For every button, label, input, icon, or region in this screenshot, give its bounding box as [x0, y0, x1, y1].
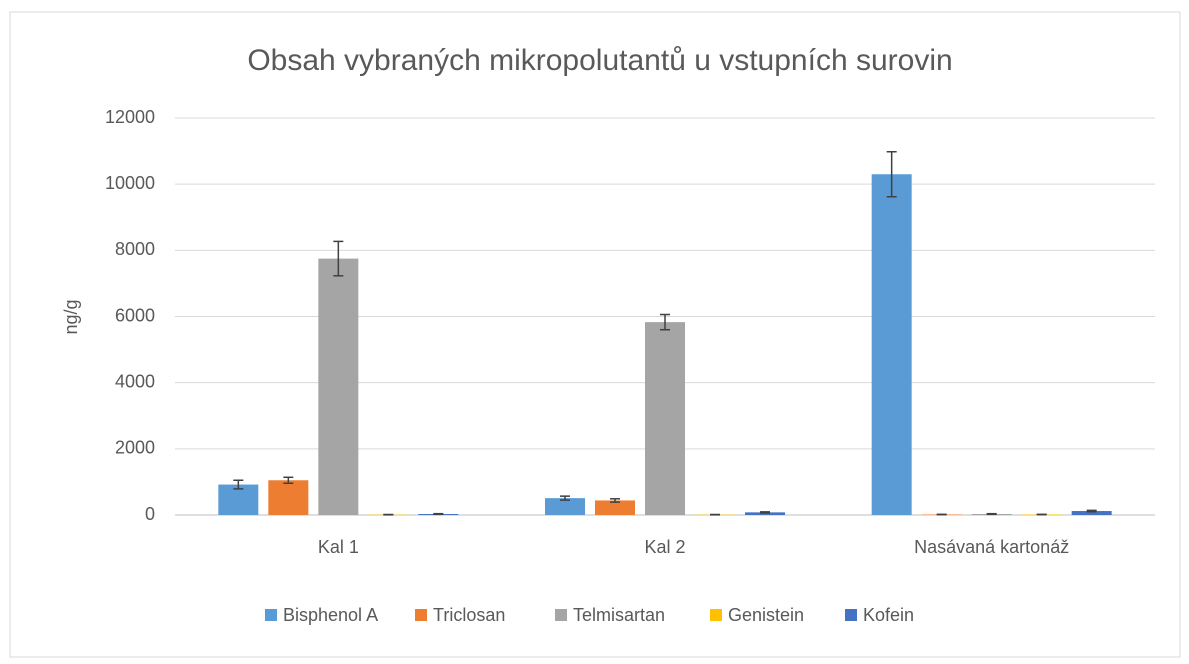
error-bar	[283, 476, 294, 484]
y-axis-label: ng/g	[61, 299, 81, 334]
legend-swatch	[415, 609, 427, 621]
x-tick-label: Kal 2	[644, 537, 685, 557]
bar	[1071, 511, 1112, 515]
error-bar	[333, 240, 344, 277]
bar	[268, 480, 309, 515]
y-tick-label: 0	[145, 504, 155, 524]
bar	[745, 512, 785, 515]
bar	[645, 322, 685, 515]
error-bar	[760, 511, 770, 514]
error-bar	[660, 313, 670, 331]
y-tick-label: 4000	[115, 371, 155, 391]
y-tick-label: 8000	[115, 239, 155, 259]
x-tick-label: Nasávaná kartonáž	[914, 537, 1069, 557]
bar	[218, 484, 259, 515]
x-tick-label: Kal 1	[318, 537, 359, 557]
y-tick-label: 10000	[105, 173, 155, 193]
legend-swatch	[710, 609, 722, 621]
legend-label: Telmisartan	[573, 605, 665, 625]
legend-swatch	[555, 609, 567, 621]
bar	[318, 258, 359, 515]
error-bar	[610, 498, 620, 503]
bar	[595, 500, 635, 515]
bar	[871, 174, 912, 515]
error-bar	[233, 479, 244, 490]
error-bar	[886, 150, 897, 198]
legend-label: Triclosan	[433, 605, 505, 625]
legend-label: Genistein	[728, 605, 804, 625]
chart-title: Obsah vybraných mikropolutantů u vstupní…	[247, 44, 952, 77]
error-bar	[560, 495, 570, 501]
legend-label: Kofein	[863, 605, 914, 625]
error-bar	[986, 512, 997, 516]
y-tick-label: 6000	[115, 305, 155, 325]
y-tick-label: 2000	[115, 438, 155, 458]
error-bar	[433, 512, 444, 516]
legend-swatch	[265, 609, 277, 621]
error-bar	[1086, 509, 1097, 513]
chart-border	[9, 11, 1181, 658]
bar	[545, 498, 585, 515]
y-tick-label: 12000	[105, 107, 155, 127]
legend-label: Bisphenol A	[283, 605, 378, 625]
legend-swatch	[845, 609, 857, 621]
